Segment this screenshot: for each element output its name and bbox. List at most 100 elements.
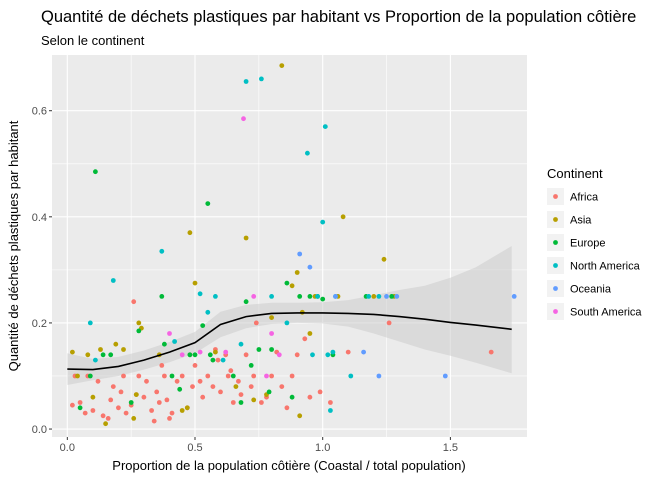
point-europe: [210, 357, 216, 363]
minor-gridlines: [52, 55, 527, 437]
point-africa: [243, 352, 249, 358]
point-oceania: [394, 294, 400, 299]
point-africa: [82, 410, 88, 416]
legend-swatch-africa: [553, 194, 558, 199]
point-south-america: [251, 294, 257, 299]
point-africa: [95, 378, 101, 384]
point-africa: [386, 320, 392, 326]
point-north-america: [87, 320, 93, 326]
point-africa: [328, 400, 333, 405]
point-africa: [169, 410, 175, 416]
point-africa: [215, 357, 221, 363]
point-asia: [103, 421, 108, 427]
point-europe: [159, 294, 165, 299]
point-europe: [284, 280, 290, 286]
point-north-america: [376, 294, 382, 299]
major-gridlines: [52, 55, 527, 437]
point-north-america: [220, 357, 226, 363]
point-asia: [121, 347, 126, 352]
point-south-america: [167, 331, 172, 336]
point-africa: [345, 349, 351, 355]
point-africa: [230, 400, 236, 405]
point-africa: [110, 384, 116, 389]
point-asia: [307, 331, 313, 336]
point-europe: [266, 389, 272, 395]
legend-title: Continent: [547, 166, 603, 181]
point-europe: [108, 352, 114, 358]
point-africa: [174, 378, 180, 384]
point-oceania: [384, 294, 389, 299]
point-asia: [289, 283, 295, 289]
point-asia: [192, 280, 198, 286]
y-tick-label: 0.6: [32, 106, 47, 118]
point-south-america: [179, 352, 185, 358]
point-africa: [488, 349, 494, 355]
point-asia: [233, 384, 239, 389]
y-tick-label: 0.0: [32, 424, 47, 436]
point-africa: [279, 384, 285, 389]
legend-swatch-oceania: [553, 286, 558, 291]
point-asia: [269, 315, 274, 320]
point-africa: [307, 394, 313, 400]
point-africa: [210, 384, 216, 389]
point-europe: [207, 352, 213, 358]
y-tick-label: 0.2: [32, 318, 47, 330]
point-africa: [90, 408, 96, 413]
point-africa: [294, 352, 300, 358]
point-asia: [294, 270, 300, 275]
point-africa: [218, 389, 223, 395]
point-south-america: [276, 352, 282, 358]
point-africa: [149, 408, 155, 413]
point-africa: [77, 400, 83, 405]
point-europe: [100, 352, 106, 358]
point-north-america: [325, 352, 331, 358]
point-africa: [167, 416, 172, 421]
point-africa: [151, 418, 157, 424]
point-europe: [297, 294, 303, 299]
point-south-america: [197, 349, 203, 355]
point-north-america: [259, 76, 264, 82]
point-africa: [289, 373, 295, 379]
legend-swatch-europe: [553, 240, 558, 245]
point-africa: [284, 405, 290, 411]
point-africa: [116, 405, 121, 411]
point-africa: [190, 384, 195, 389]
point-south-america: [241, 116, 246, 122]
point-africa: [251, 373, 257, 379]
point-africa: [70, 402, 75, 408]
x-tick-label: 1.5: [443, 442, 458, 454]
point-north-america: [284, 320, 290, 326]
point-north-america: [205, 309, 211, 315]
legend-label-north-america: North America: [570, 261, 641, 273]
y-tick-label: 0.4: [32, 212, 47, 224]
legend-swatch-south-america: [553, 309, 558, 314]
point-africa: [164, 397, 170, 403]
point-africa: [238, 392, 244, 397]
point-asia: [75, 373, 80, 379]
point-europe: [307, 294, 313, 299]
point-europe: [187, 352, 193, 358]
point-europe: [77, 405, 83, 411]
point-asia: [381, 256, 387, 262]
legend-label-africa: Africa: [570, 192, 599, 204]
point-asia: [133, 392, 139, 397]
point-asia: [187, 230, 193, 236]
point-asia: [184, 405, 190, 411]
point-africa: [200, 394, 206, 400]
chart-subtitle: Selon le continent: [41, 33, 145, 48]
point-south-america: [269, 331, 274, 336]
legend-swatch-asia: [553, 217, 558, 222]
point-oceania: [297, 251, 303, 257]
point-asia: [340, 214, 346, 220]
point-north-america: [320, 219, 326, 225]
point-north-america: [269, 294, 274, 299]
point-africa: [317, 389, 323, 395]
point-africa: [154, 389, 160, 395]
point-africa: [205, 373, 211, 379]
point-africa: [123, 410, 129, 416]
point-europe: [177, 386, 183, 392]
x-tick-label: 0.5: [187, 442, 202, 454]
point-asia: [251, 397, 257, 403]
point-oceania: [333, 294, 338, 299]
